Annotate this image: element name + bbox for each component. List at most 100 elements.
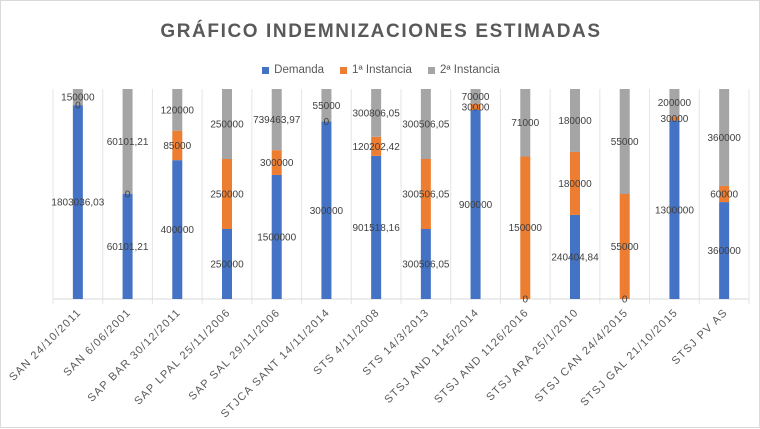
data-label: 0 — [622, 295, 628, 306]
legend-swatch-2a-instancia — [427, 66, 435, 74]
data-label: 120202,42 — [353, 142, 401, 153]
bar-demanda — [222, 229, 232, 299]
bar-demanda — [321, 121, 332, 299]
bar-instancia-2 — [222, 89, 232, 159]
bar-instancia-2 — [72, 89, 83, 106]
data-label: 60101,21 — [107, 242, 149, 253]
data-label: 55000 — [611, 137, 639, 148]
data-label: 55000 — [313, 101, 341, 112]
bar-demanda — [470, 110, 481, 299]
data-label: 300806,05 — [353, 108, 401, 119]
bar-instancia-1 — [470, 103, 481, 110]
data-label: 55000 — [611, 242, 639, 253]
data-label: 300506,05 — [402, 190, 450, 201]
bar-instancia-2 — [172, 89, 183, 131]
bar-demanda — [122, 194, 133, 299]
bar-instancia-2 — [321, 89, 332, 122]
data-label: 60101,21 — [107, 137, 149, 148]
legend-item-2a-instancia: 2ª Instancia — [427, 64, 500, 76]
data-label: 120000 — [161, 105, 195, 116]
bar-demanda — [719, 202, 730, 299]
legend-label-1a-instancia: 1ª Instancia — [352, 64, 412, 76]
bar-instancia-2 — [271, 89, 282, 151]
bar-instancia-2 — [122, 89, 133, 194]
data-label: 0 — [324, 117, 330, 128]
bar-instancia-2 — [619, 89, 630, 194]
bar-demanda — [420, 229, 431, 299]
bar-instancia-1 — [719, 185, 730, 203]
bar-instancia-1 — [420, 159, 431, 229]
data-label: 0 — [75, 101, 81, 112]
data-label: 30000 — [462, 102, 490, 113]
data-label: 180000 — [558, 179, 592, 190]
legend-label-demanda: Demanda — [274, 64, 325, 76]
data-label: 360000 — [707, 246, 741, 257]
x-tick-label: STSJ ARA 25/1/2010 — [484, 307, 581, 404]
data-label: 0 — [523, 295, 529, 306]
bar-instancia-1 — [172, 130, 183, 161]
bar-instancia-2 — [470, 89, 481, 104]
data-label: 300506,05 — [402, 260, 450, 271]
bar-instancia-1 — [520, 156, 531, 299]
bar-instancia-2 — [570, 89, 580, 152]
data-label: 300000 — [310, 206, 344, 217]
x-tick-label: STSJ CAN 24/4/2015 — [533, 307, 631, 405]
bar-instancia-1 — [271, 150, 282, 175]
data-label: 150000 — [509, 223, 543, 234]
x-tick-label: SAP LPAL 25/11/2006 — [132, 307, 233, 408]
bar-demanda — [172, 160, 183, 299]
bar-demanda — [72, 105, 83, 299]
data-label: 30000 — [661, 114, 689, 125]
bar-instancia-1 — [222, 159, 232, 229]
chart-title: GRÁFICO INDEMNIZACIONES ESTIMADAS — [160, 21, 602, 42]
bar-demanda — [271, 174, 282, 299]
legend-swatch-1a-instancia — [340, 66, 348, 74]
data-label: 1500000 — [257, 232, 296, 243]
legend-item-demanda: Demanda — [262, 64, 324, 76]
bar-instancia-1 — [669, 116, 680, 121]
legend: Demanda 1ª Instancia 2ª Instancia — [1, 64, 760, 76]
data-label: 360000 — [707, 133, 741, 144]
data-label: 240404,84 — [551, 252, 599, 263]
bar-instancia-1 — [371, 136, 382, 156]
x-tick-label: SAP BAR 30/12/2011 — [86, 307, 184, 405]
bar-demanda — [570, 214, 580, 299]
data-label: 71000 — [511, 118, 539, 129]
x-tick-label: STSJ AND 1126/2016 — [432, 307, 531, 406]
legend-swatch-demanda — [262, 66, 270, 74]
x-tick-label: STJCA SANT 14/11/2014 — [219, 307, 333, 421]
bar-instancia-2 — [520, 89, 531, 157]
bar-demanda — [371, 155, 382, 299]
data-label: 250000 — [210, 260, 244, 271]
data-label: 300506,05 — [402, 120, 450, 131]
bar-instancia-1 — [619, 194, 630, 299]
data-label: 300000 — [260, 158, 294, 169]
data-label: 200000 — [658, 98, 692, 109]
data-label: 60000 — [710, 190, 738, 201]
data-label: 180000 — [558, 116, 592, 127]
bar-instancia-2 — [371, 89, 382, 137]
bar-instancia-2 — [420, 89, 431, 159]
legend-label-2a-instancia: 2ª Instancia — [439, 64, 500, 76]
bar-instancia-1 — [570, 151, 580, 215]
legend-item-1a-instancia: 1ª Instancia — [340, 64, 412, 76]
data-label: 901518,16 — [353, 223, 401, 234]
bar-instancia-2 — [719, 89, 730, 186]
data-label: 1300000 — [655, 205, 694, 216]
data-label: 250000 — [210, 190, 244, 201]
data-label: 85000 — [163, 141, 191, 152]
bar-demanda — [669, 120, 680, 299]
data-label: 250000 — [210, 120, 244, 131]
x-tick-label: STSJ AND 1145/2014 — [382, 307, 481, 406]
data-label: 0 — [125, 190, 131, 201]
data-label: 739463,97 — [253, 115, 301, 126]
data-label: 1803036,03 — [51, 198, 104, 209]
data-label: 400000 — [161, 225, 195, 236]
data-label: 70000 — [462, 92, 490, 103]
data-label: 150000 — [61, 93, 95, 104]
x-tick-label: SAP SAL 29/11/2006 — [187, 307, 283, 403]
bar-instancia-2 — [669, 89, 680, 117]
data-label: 900000 — [459, 200, 493, 211]
